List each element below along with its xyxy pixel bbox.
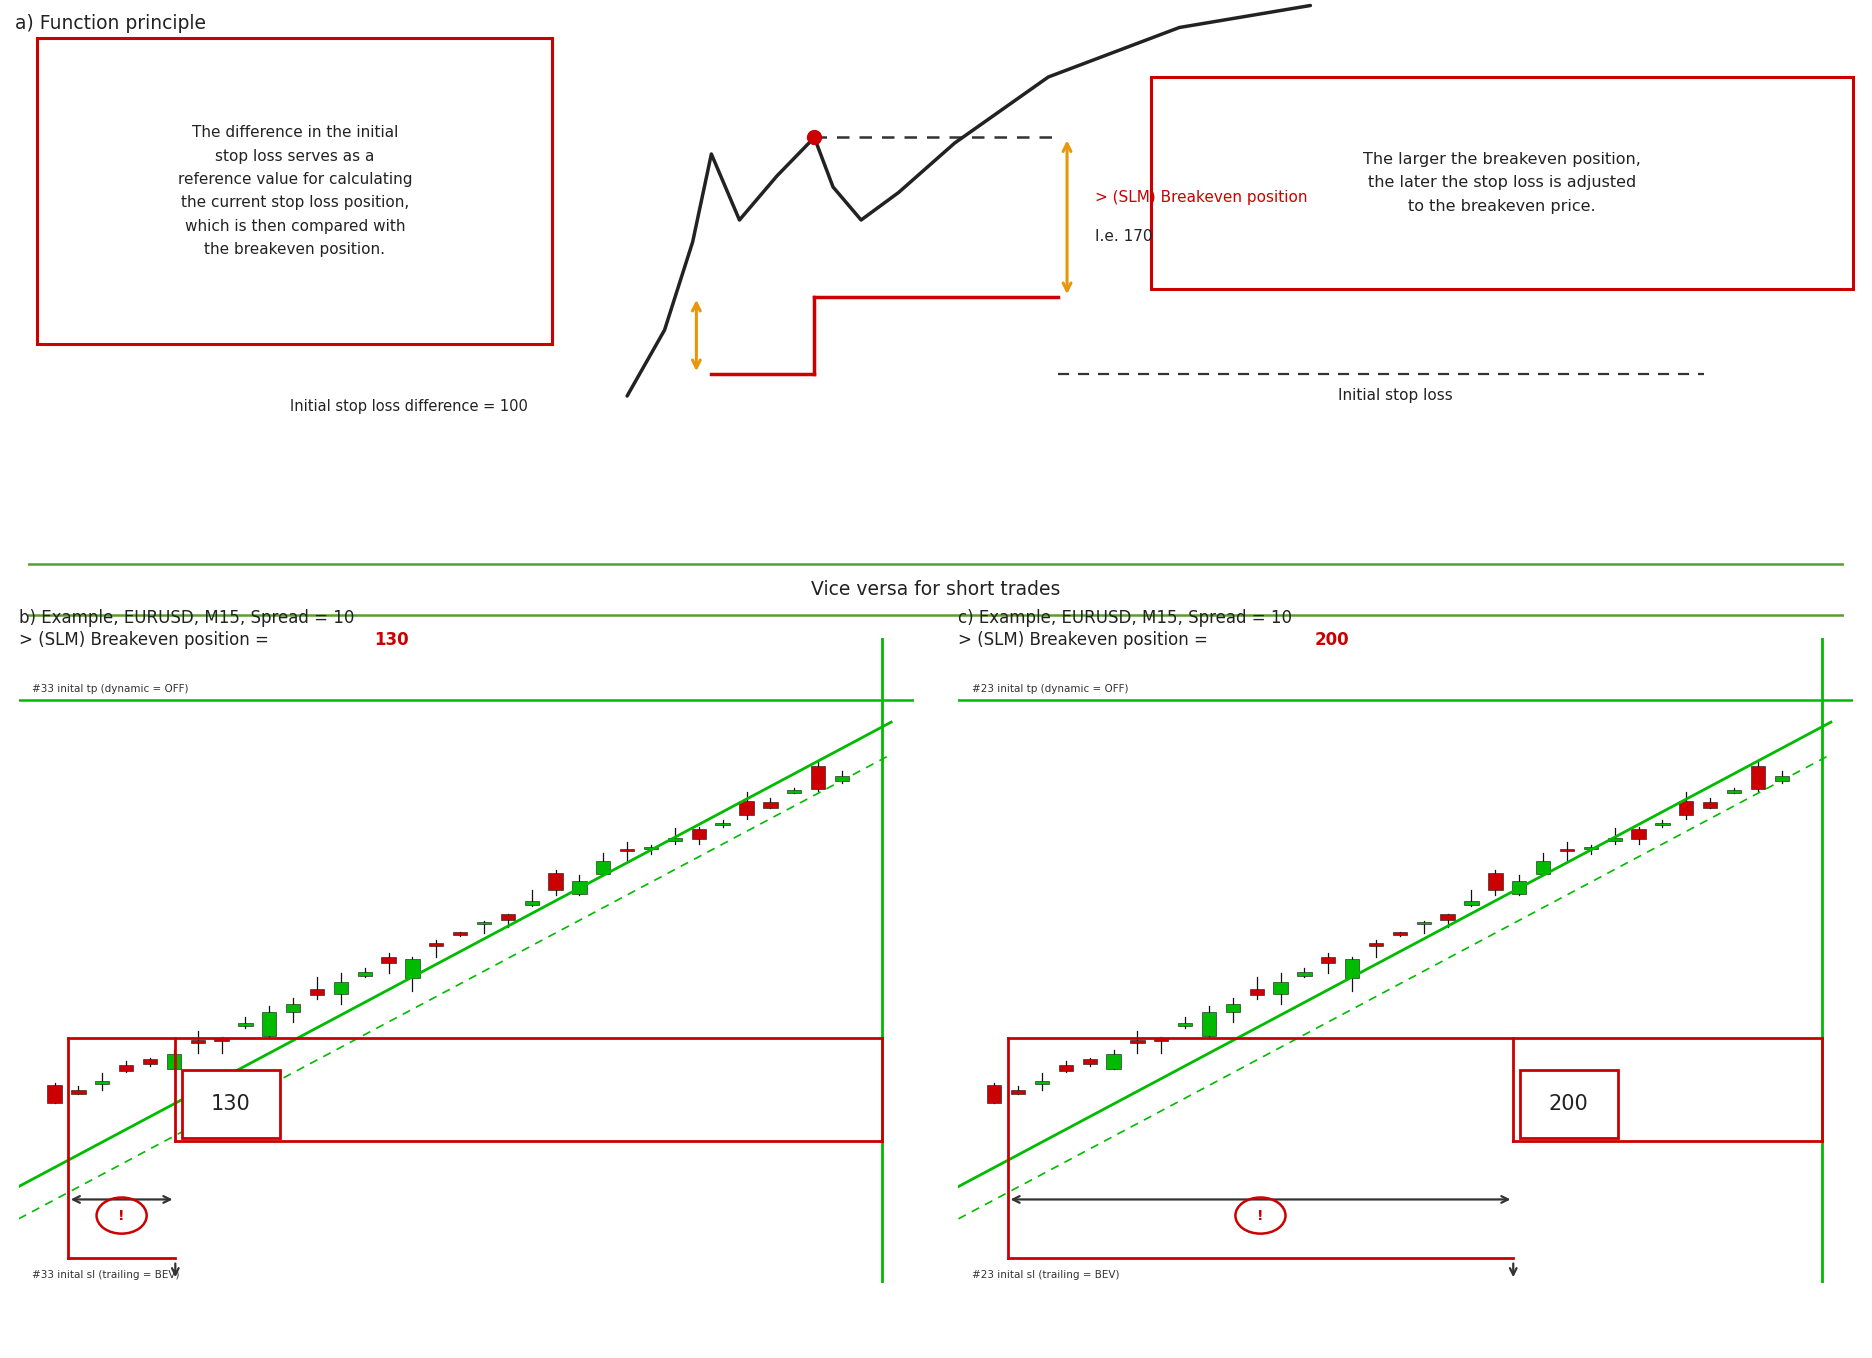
Bar (142, 1059, 157, 1065)
Text: 200: 200 (1548, 1095, 1589, 1115)
Bar (1655, 823, 1670, 826)
Text: #23 inital sl (trailing = BEV): #23 inital sl (trailing = BEV) (972, 1270, 1119, 1281)
Bar (1488, 873, 1503, 891)
Text: The difference in the initial
stop loss serves as a
reference value for calculat: The difference in the initial stop loss … (178, 125, 412, 257)
Bar (1155, 1038, 1168, 1040)
Bar (715, 823, 730, 826)
Bar (1368, 944, 1383, 947)
Bar (71, 1090, 86, 1095)
Text: b) Example, EURUSD, M15, Spread = 10: b) Example, EURUSD, M15, Spread = 10 (19, 610, 354, 627)
Bar (1750, 766, 1765, 789)
Bar (1344, 959, 1359, 978)
Text: Vice versa for short trades: Vice versa for short trades (811, 580, 1061, 599)
Bar (1297, 972, 1312, 976)
Text: 200: 200 (1314, 631, 1348, 649)
Bar (1679, 801, 1694, 815)
Bar (1440, 914, 1455, 919)
Bar (764, 801, 777, 808)
Bar (191, 1040, 204, 1043)
Bar (1417, 922, 1430, 925)
Bar (524, 902, 539, 906)
Bar (644, 847, 659, 850)
Bar (477, 922, 490, 925)
Bar (1011, 1090, 1026, 1095)
Bar (95, 1081, 109, 1084)
Bar (739, 801, 754, 815)
Bar (1250, 989, 1264, 994)
Bar (500, 914, 515, 919)
Bar (1106, 1054, 1121, 1069)
Bar (1704, 801, 1717, 808)
Text: 130: 130 (374, 631, 408, 649)
Bar (1631, 830, 1645, 839)
Bar (167, 1054, 182, 1069)
Bar (238, 1024, 253, 1025)
Bar (1035, 1081, 1048, 1084)
FancyBboxPatch shape (182, 1070, 281, 1138)
Bar (1584, 847, 1599, 850)
Text: The larger the breakeven position,
the later the stop loss is adjusted
to the br: The larger the breakeven position, the l… (1363, 152, 1642, 213)
Text: #23 inital tp (dynamic = OFF): #23 inital tp (dynamic = OFF) (972, 684, 1129, 694)
Text: 130: 130 (212, 1095, 251, 1115)
Bar (262, 1012, 277, 1036)
Bar (811, 766, 826, 789)
Bar (835, 775, 850, 781)
FancyBboxPatch shape (21, 564, 1851, 615)
Bar (1322, 957, 1335, 963)
Bar (1535, 861, 1550, 873)
Bar (620, 849, 635, 851)
Bar (786, 790, 801, 793)
Text: a) Function principle: a) Function principle (15, 14, 206, 33)
Bar (595, 861, 610, 873)
Text: #33 inital tp (dynamic = OFF): #33 inital tp (dynamic = OFF) (32, 684, 189, 694)
Text: #33 inital sl (trailing = BEV): #33 inital sl (trailing = BEV) (32, 1270, 180, 1281)
Bar (987, 1085, 1002, 1103)
Bar (429, 944, 444, 947)
Bar (358, 972, 373, 976)
FancyBboxPatch shape (1520, 1070, 1617, 1138)
Text: I.e. 170: I.e. 170 (1095, 230, 1153, 244)
Bar (215, 1038, 228, 1040)
Bar (47, 1085, 62, 1103)
Text: c) Example, EURUSD, M15, Spread = 10: c) Example, EURUSD, M15, Spread = 10 (958, 610, 1292, 627)
Bar (1608, 838, 1621, 841)
Bar (382, 957, 395, 963)
Bar (1726, 790, 1741, 793)
Text: > (SLM) Breakeven position: > (SLM) Breakeven position (1095, 190, 1309, 205)
Bar (668, 838, 681, 841)
Bar (573, 881, 586, 894)
Text: Initial stop loss difference = 100: Initial stop loss difference = 100 (290, 399, 528, 414)
Bar (1464, 902, 1479, 906)
Bar (1060, 1065, 1073, 1071)
Bar (1393, 933, 1408, 934)
Bar (1202, 1012, 1217, 1036)
Bar (1177, 1024, 1192, 1025)
Bar (1775, 775, 1790, 781)
Bar (1082, 1059, 1097, 1065)
Bar (453, 933, 468, 934)
Bar (404, 959, 419, 978)
Text: Initial stop loss: Initial stop loss (1338, 388, 1453, 403)
Bar (1226, 1005, 1239, 1012)
Bar (1513, 881, 1526, 894)
Bar (548, 873, 563, 891)
FancyBboxPatch shape (1151, 77, 1853, 289)
Bar (120, 1065, 133, 1071)
Bar (691, 830, 706, 839)
Text: !: ! (1258, 1209, 1264, 1222)
Bar (311, 989, 324, 994)
Text: > (SLM) Breakeven position =: > (SLM) Breakeven position = (958, 631, 1213, 649)
Text: !: ! (118, 1209, 125, 1222)
Bar (1273, 982, 1288, 994)
Text: > (SLM) Breakeven position =: > (SLM) Breakeven position = (19, 631, 273, 649)
Bar (1131, 1040, 1144, 1043)
FancyBboxPatch shape (37, 38, 552, 344)
Bar (1559, 849, 1574, 851)
Bar (286, 1005, 300, 1012)
Bar (333, 982, 348, 994)
